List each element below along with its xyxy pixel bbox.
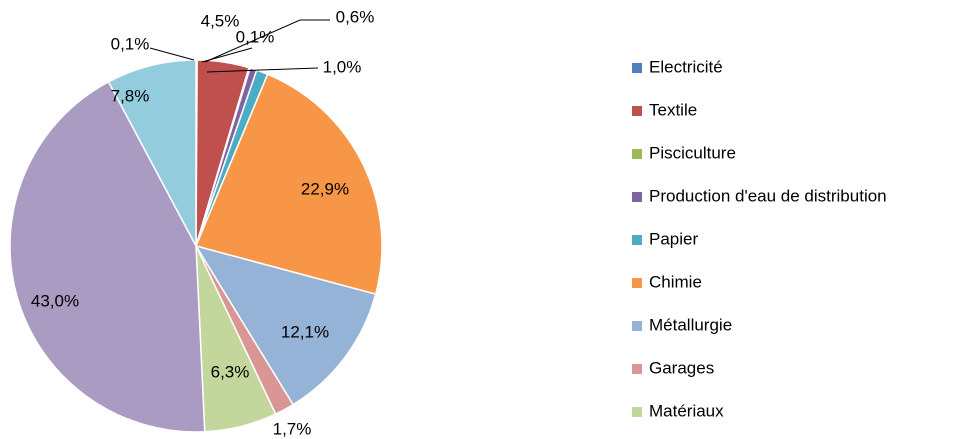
legend-label: Textile	[649, 100, 697, 119]
legend-label: Production d'eau de distribution	[649, 186, 887, 205]
legend-label: Chimie	[649, 272, 702, 291]
data-label: 0,1%	[236, 27, 275, 46]
data-label: 43,0%	[31, 291, 79, 310]
legend-label: Pisciculture	[649, 143, 736, 162]
leader-line	[204, 19, 330, 63]
pie-slice	[107, 59, 197, 247]
pie-slice	[194, 73, 383, 296]
pie-slice	[9, 80, 206, 433]
legend-swatch	[632, 235, 642, 245]
data-label: 0,6%	[336, 7, 375, 26]
legend-label: Garages	[649, 358, 714, 377]
leader-line	[206, 67, 319, 73]
legend-label: Papier	[649, 229, 698, 248]
legend-swatch	[632, 321, 642, 331]
leader-line	[149, 47, 195, 61]
data-label: 22,9%	[301, 179, 349, 198]
data-label: 1,7%	[273, 419, 312, 438]
legend-swatch	[632, 192, 642, 202]
legend-swatch	[632, 63, 642, 73]
data-label: 0,1%	[111, 34, 150, 53]
data-label: 6,3%	[211, 362, 250, 381]
legend-swatch	[632, 407, 642, 417]
legend-swatch	[632, 364, 642, 374]
data-label: 12,1%	[281, 322, 329, 341]
pie-slice	[194, 244, 377, 406]
legend-swatch	[632, 149, 642, 159]
legend-swatch	[632, 106, 642, 116]
legend-swatch	[632, 278, 642, 288]
legend-label: Métallurgie	[649, 315, 732, 334]
legend-label: Electricité	[649, 57, 723, 76]
legend-label: Matériaux	[649, 401, 724, 420]
data-label: 7,8%	[111, 86, 150, 105]
data-label: 1,0%	[323, 57, 362, 76]
data-label: 4,5%	[201, 11, 240, 30]
